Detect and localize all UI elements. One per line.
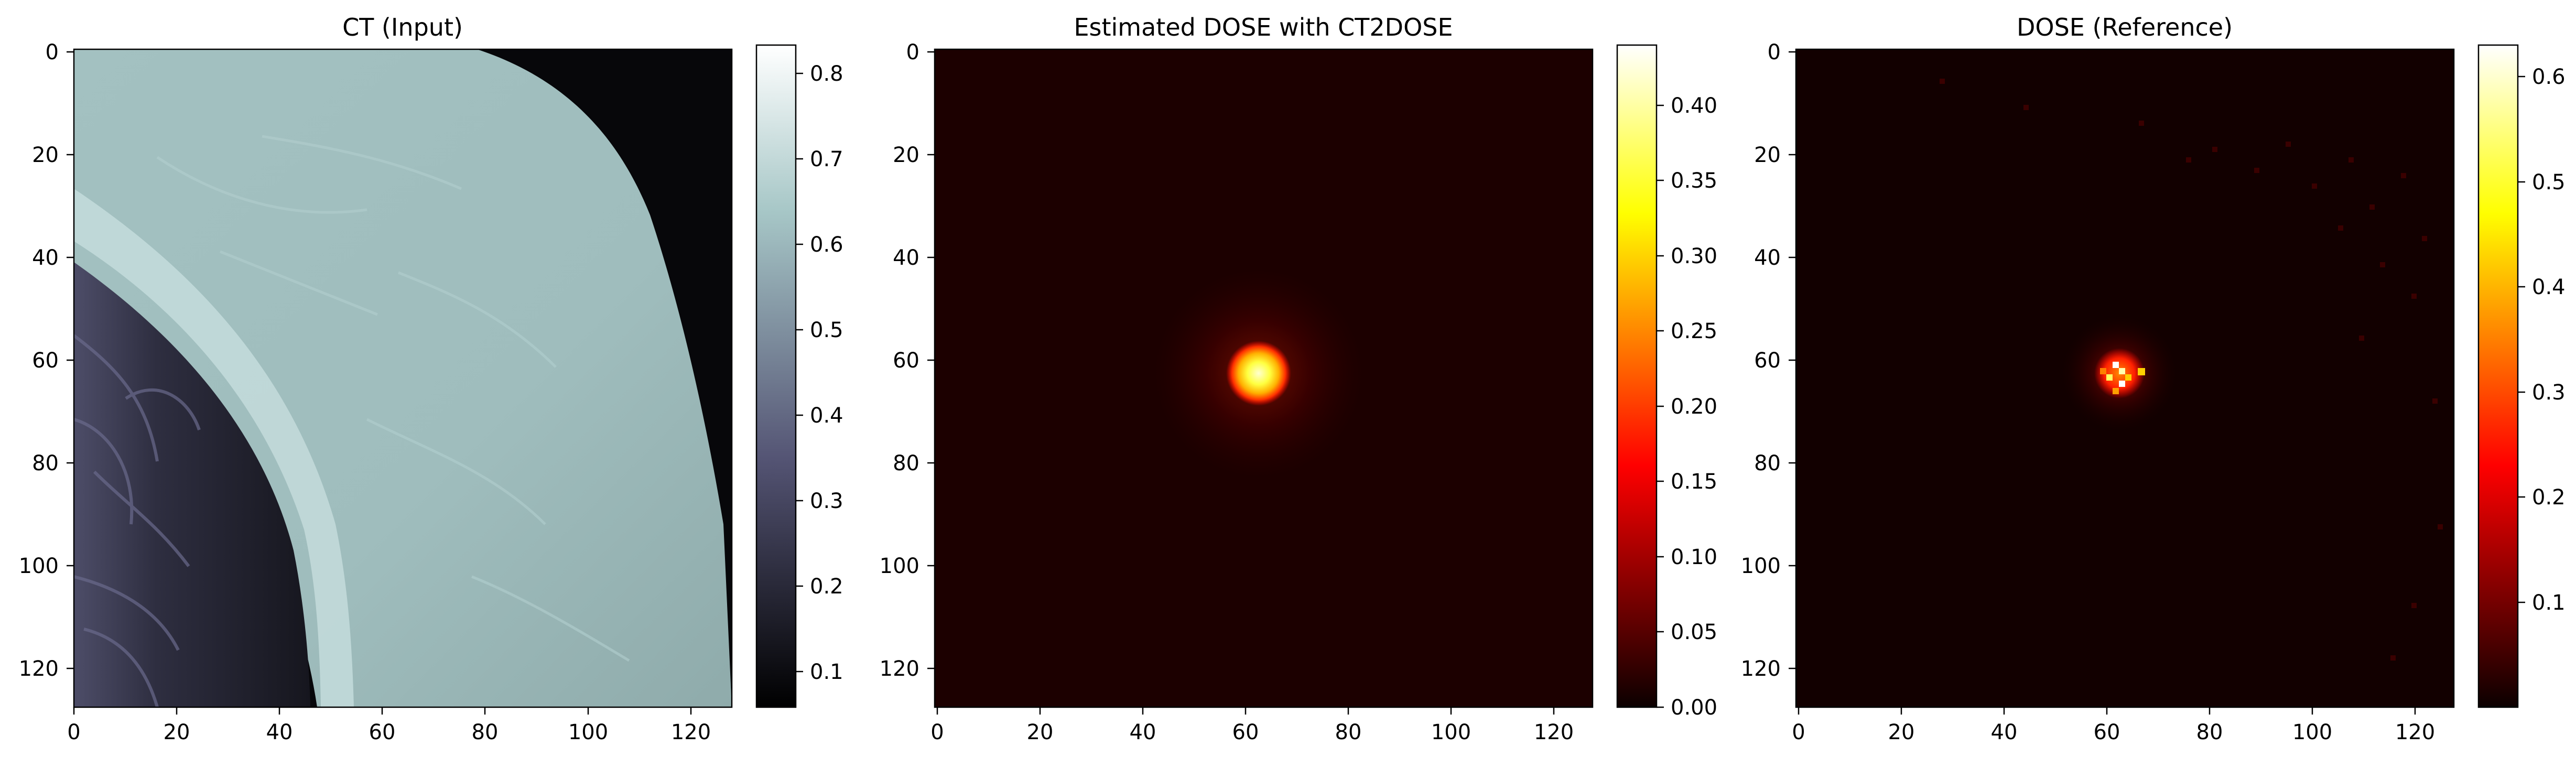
est-image xyxy=(935,49,1593,707)
ct-colorbar-gradient xyxy=(755,44,797,708)
ct-cbar-tick-7: 0.8 xyxy=(810,62,843,86)
est-y-tick-120: 120 xyxy=(880,657,919,681)
ct-y-tick-0: 0 xyxy=(46,40,59,64)
ref-y-tick-60: 60 xyxy=(1754,349,1781,373)
est-axes-frame xyxy=(934,48,1594,708)
ref-x-tick-20: 20 xyxy=(1888,720,1915,744)
ct-y-tick-20: 20 xyxy=(32,143,59,167)
ref-x-tick-0: 0 xyxy=(1792,720,1805,744)
ref-y-tick-100: 100 xyxy=(1741,554,1781,578)
ct-y-ticks: 0 20 40 60 80 100 120 xyxy=(19,40,74,681)
ref-x-tick-120: 120 xyxy=(2395,720,2435,744)
ct-x-tick-0: 0 xyxy=(67,720,80,744)
ref-colorbar: 0.1 0.2 0.3 0.4 0.5 0.6 xyxy=(2477,44,2566,708)
ref-x-tick-100: 100 xyxy=(2292,720,2332,744)
ref-y-tick-120: 120 xyxy=(1741,657,1781,681)
ref-cbar-tick-2: 0.3 xyxy=(2532,381,2566,405)
est-x-tick-20: 20 xyxy=(1027,720,1054,744)
est-y-tick-0: 0 xyxy=(906,40,919,64)
est-cbar-tick-2: 0.10 xyxy=(1671,545,1717,569)
panel-ref-title: DOSE (Reference) xyxy=(2017,13,2233,41)
ct-y-tick-120: 120 xyxy=(19,657,59,681)
ref-y-tick-80: 80 xyxy=(1754,451,1781,475)
ref-y-ticks: 0 20 40 60 80 100 120 xyxy=(1741,40,1796,681)
ref-hot-pixels xyxy=(2100,362,2145,394)
ct-x-tick-100: 100 xyxy=(568,720,608,744)
ref-x-ticks: 0 20 40 60 80 100 120 xyxy=(1792,707,2435,744)
est-y-tick-100: 100 xyxy=(880,554,919,578)
ref-y-tick-20: 20 xyxy=(1754,143,1781,167)
panel-ct-title: CT (Input) xyxy=(342,13,463,41)
ct-cbar-tick-4: 0.5 xyxy=(810,318,843,342)
ct-colorbar: 0.1 0.2 0.3 0.4 0.5 0.6 0.7 0.8 xyxy=(755,44,843,708)
ct-y-tick-100: 100 xyxy=(19,554,59,578)
ref-x-tick-60: 60 xyxy=(2094,720,2120,744)
ref-noise-speckles xyxy=(1940,79,2443,661)
est-x-tick-100: 100 xyxy=(1431,720,1471,744)
est-cbar-tick-5: 0.25 xyxy=(1671,319,1717,343)
ct-cbar-tick-5: 0.6 xyxy=(810,233,843,257)
ref-colorbar-gradient xyxy=(2477,44,2519,708)
ct-image xyxy=(74,49,732,707)
ct-x-ticks: 0 20 40 60 80 100 120 xyxy=(67,707,711,744)
ct-y-tick-80: 80 xyxy=(32,451,59,475)
panel-ct: CT (Input) xyxy=(19,13,843,744)
ref-cbar-tick-3: 0.4 xyxy=(2532,275,2566,299)
ct-cbar-tick-2: 0.3 xyxy=(810,489,843,513)
est-cbar-tick-7: 0.35 xyxy=(1671,169,1717,193)
panel-est-title: Estimated DOSE with CT2DOSE xyxy=(1074,13,1453,41)
est-cbar-tick-6: 0.30 xyxy=(1671,244,1717,268)
ct-y-tick-60: 60 xyxy=(32,349,59,373)
ref-cbar-tick-0: 0.1 xyxy=(2532,591,2566,615)
est-x-ticks: 0 20 40 60 80 100 120 xyxy=(930,707,1574,744)
ref-cbar-tick-1: 0.2 xyxy=(2532,485,2566,510)
ct-y-tick-40: 40 xyxy=(32,246,59,270)
est-x-tick-120: 120 xyxy=(1534,720,1574,744)
est-x-tick-80: 80 xyxy=(1335,720,1362,744)
ref-y-tick-40: 40 xyxy=(1754,246,1781,270)
ct-chest-wall-band xyxy=(74,189,354,707)
est-x-tick-40: 40 xyxy=(1130,720,1156,744)
ref-y-tick-0: 0 xyxy=(1768,40,1781,64)
ct-x-tick-60: 60 xyxy=(369,720,396,744)
ref-image xyxy=(1796,49,2454,707)
est-y-tick-20: 20 xyxy=(893,143,919,167)
est-y-tick-40: 40 xyxy=(893,246,919,270)
ct-x-tick-80: 80 xyxy=(472,720,499,744)
ct-lung-vessels xyxy=(74,334,201,707)
ref-axes-frame xyxy=(1795,48,2455,708)
est-y-tick-60: 60 xyxy=(893,349,919,373)
ct-tissue-region xyxy=(74,49,732,707)
ct-cbar-tick-1: 0.2 xyxy=(810,575,843,599)
est-cbar-tick-3: 0.15 xyxy=(1671,470,1717,494)
ct-x-tick-20: 20 xyxy=(164,720,190,744)
panel-est: Estimated DOSE with CT2DOSE 0 20 40 60 8… xyxy=(880,13,1717,744)
ref-cbar-tick-5: 0.6 xyxy=(2532,65,2566,89)
est-y-tick-80: 80 xyxy=(893,451,919,475)
est-y-ticks: 0 20 40 60 80 100 120 xyxy=(880,40,935,681)
est-cbar-tick-4: 0.20 xyxy=(1671,395,1717,419)
ct-x-tick-40: 40 xyxy=(266,720,293,744)
ct-lung-region xyxy=(74,262,310,707)
est-dose-hotspot xyxy=(1226,341,1291,406)
ct-x-tick-120: 120 xyxy=(671,720,711,744)
ct-axes-frame xyxy=(73,48,733,708)
est-colorbar: 0.00 0.05 0.10 0.15 0.20 0.25 0.30 0.35 … xyxy=(1616,44,1717,720)
ct-cbar-tick-6: 0.7 xyxy=(810,147,843,171)
est-cbar-tick-8: 0.40 xyxy=(1671,94,1717,118)
est-x-tick-0: 0 xyxy=(930,720,944,744)
ct-tissue-strands xyxy=(156,135,630,662)
ct-cbar-tick-0: 0.1 xyxy=(810,660,843,684)
ref-x-tick-80: 80 xyxy=(2196,720,2223,744)
panel-ref: DOSE (Reference) xyxy=(1741,13,2566,744)
est-cbar-tick-0: 0.00 xyxy=(1671,696,1717,720)
ref-x-tick-40: 40 xyxy=(1991,720,2018,744)
est-cbar-tick-1: 0.05 xyxy=(1671,620,1717,644)
est-x-tick-60: 60 xyxy=(1232,720,1259,744)
ct-cbar-tick-3: 0.4 xyxy=(810,404,843,428)
est-colorbar-gradient xyxy=(1616,44,1658,708)
ref-cbar-tick-4: 0.5 xyxy=(2532,170,2566,194)
